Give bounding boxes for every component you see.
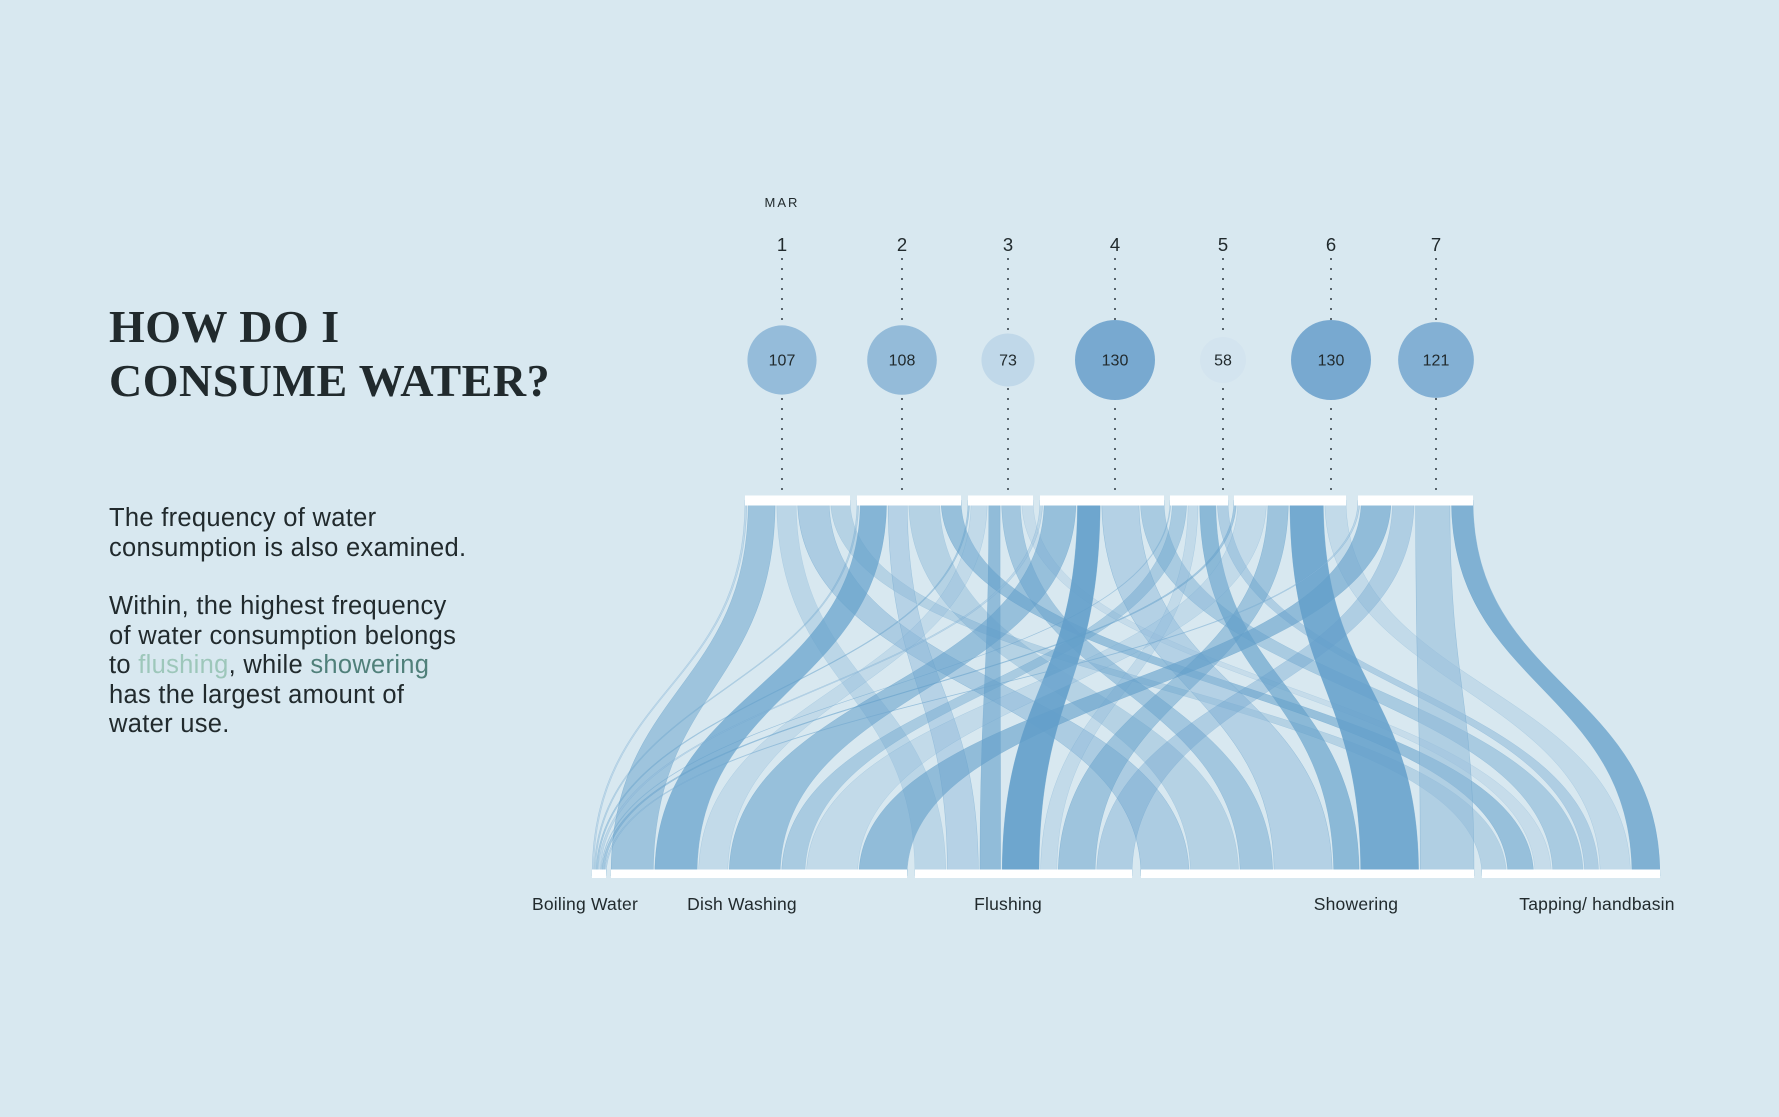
top-node-bar [1170, 495, 1228, 506]
flushing-highlight: flushing [138, 651, 229, 679]
category-label: Showering [1314, 894, 1399, 914]
category-label: Flushing [974, 894, 1042, 914]
day-number: 3 [1003, 234, 1013, 255]
bottom-node-bar [1482, 869, 1660, 878]
day-circle [1398, 322, 1474, 398]
category-label: Dish Washing [687, 894, 797, 914]
page-title: HOW DO I CONSUME WATER? [109, 300, 550, 408]
day-circle-value: 130 [1318, 353, 1345, 370]
day-circle-value: 107 [769, 353, 796, 370]
day-number: 1 [777, 234, 787, 255]
top-node-bar [745, 495, 850, 506]
day-circle-value: 73 [999, 353, 1017, 370]
day-number: 4 [1110, 234, 1120, 255]
top-node-bar [1358, 495, 1473, 506]
bottom-node-bar [915, 869, 1132, 878]
day-circle [981, 333, 1035, 387]
category-label: Boiling Water [532, 894, 638, 914]
day-circle [747, 325, 817, 395]
day-number: 5 [1218, 234, 1228, 255]
bottom-node-bar [611, 869, 907, 878]
intro-paragraph-1: The frequency of water consumption is al… [109, 504, 467, 562]
day-circle-value: 130 [1102, 353, 1129, 370]
title-line-2: CONSUME WATER? [109, 354, 551, 406]
day-number: 6 [1326, 234, 1336, 255]
top-node-bar [968, 495, 1033, 506]
showering-highlight: showering [310, 651, 430, 679]
day-number: 2 [897, 234, 907, 255]
bottom-node-bar [1141, 869, 1474, 878]
day-circle [1075, 320, 1155, 400]
day-circle [1291, 320, 1371, 400]
day-circle [867, 325, 937, 395]
paragraph-2-text: has the largest amount of water use. [109, 680, 405, 738]
month-label: MAR [765, 195, 800, 210]
day-circle-value: 58 [1214, 353, 1232, 370]
day-circle-value: 121 [1423, 353, 1450, 370]
top-node-bar [857, 495, 961, 506]
category-label: Tapping/ handbasin [1519, 894, 1674, 914]
top-node-bar [1040, 495, 1164, 506]
bottom-node-bar [592, 869, 606, 878]
top-node-bar [1234, 495, 1346, 506]
day-number: 7 [1431, 234, 1441, 255]
intro-paragraph-2: Within, the highest frequency of water c… [109, 592, 456, 740]
title-line-1: HOW DO I [109, 301, 340, 352]
paragraph-2-text: Within, the highest frequency of water c… [109, 592, 457, 679]
day-circle [1200, 337, 1246, 383]
paragraph-2-text: , while [228, 651, 311, 679]
day-circle-value: 108 [889, 353, 916, 370]
